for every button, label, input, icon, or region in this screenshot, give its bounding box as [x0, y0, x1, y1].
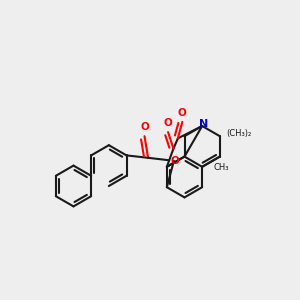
Text: N: N — [199, 119, 208, 130]
Text: (CH₃)₂: (CH₃)₂ — [226, 129, 252, 138]
Text: CH₃: CH₃ — [214, 163, 229, 172]
Text: O: O — [170, 156, 179, 166]
Text: O: O — [140, 122, 149, 132]
Text: O: O — [164, 118, 172, 128]
Text: O: O — [178, 108, 187, 118]
